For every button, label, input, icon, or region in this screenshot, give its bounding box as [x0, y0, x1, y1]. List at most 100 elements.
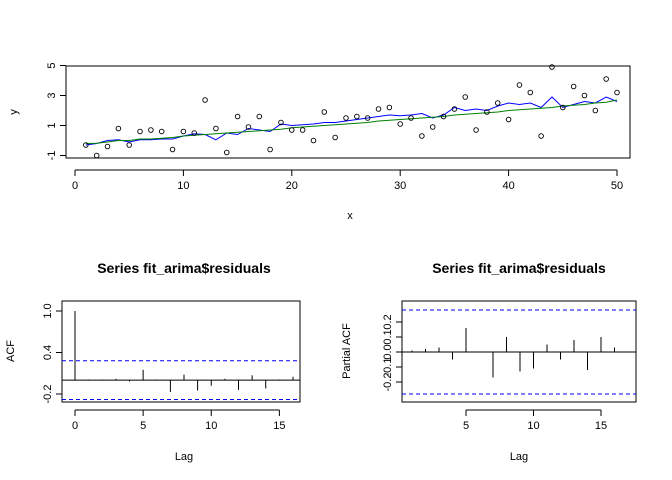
data-point — [126, 142, 132, 148]
confidence-bounds — [62, 360, 300, 401]
data-point — [148, 127, 154, 133]
data-point — [115, 125, 122, 132]
data-point — [213, 125, 219, 132]
data-point — [310, 137, 317, 144]
x-axis-tick-label: 5 — [463, 420, 469, 432]
x-axis-tick-label: 15 — [273, 420, 285, 432]
y-axis-tick-label: 0.2 — [382, 314, 394, 329]
data-point — [158, 128, 165, 135]
y-axis: -1 1 3 5 — [46, 62, 67, 161]
y-axis-tick-label: 5 — [46, 62, 58, 68]
data-point — [451, 106, 458, 112]
data-point — [104, 143, 111, 150]
y-axis-label: ACF — [5, 340, 17, 362]
y-axis: -0.2 0.4 1.0 — [42, 303, 63, 403]
data-point — [397, 121, 403, 127]
data-point — [386, 104, 393, 111]
data-point — [440, 113, 447, 120]
data-point — [289, 127, 295, 133]
data-point — [560, 104, 566, 111]
y-axis-tick-label: 0.4 — [42, 345, 54, 360]
data-point — [516, 82, 523, 88]
data-point — [408, 115, 414, 121]
plot-frame — [65, 65, 631, 159]
acf-bars — [62, 311, 300, 392]
data-point — [484, 109, 490, 115]
data-point — [581, 92, 588, 99]
plot-frame — [61, 300, 301, 403]
trend-line-green — [85, 99, 618, 144]
data-point — [245, 124, 252, 130]
x-axis: 5 10 15 — [463, 409, 607, 432]
pacf-title: Series fit_arima$residuals — [432, 260, 606, 276]
y-axis: -0.2-0.10.00.10.2 — [382, 314, 403, 392]
data-point — [549, 64, 555, 70]
x-axis: 0 10 20 30 40 50 — [72, 169, 623, 192]
data-point — [321, 109, 328, 115]
x-axis-label: x — [347, 210, 353, 222]
x-axis-tick-label: 10 — [527, 420, 539, 432]
fitted-lines — [85, 96, 618, 146]
y-axis-tick-label: 3 — [46, 92, 58, 98]
x-axis-tick-label: 0 — [72, 420, 78, 432]
data-point — [267, 146, 273, 153]
pacf-panel: Series fit_arima$residuals -0.2-0.10.00.… — [341, 260, 637, 463]
x-axis-tick-label: 0 — [72, 180, 78, 192]
y-axis-tick-label: -0.2 — [382, 373, 394, 392]
y-axis-tick-label: -0.1 — [382, 358, 394, 377]
x-axis-label: Lag — [510, 451, 528, 463]
x-axis-tick-label: 15 — [595, 420, 607, 432]
pacf-bars — [411, 328, 615, 378]
x-axis-tick-label: 50 — [611, 180, 623, 192]
x-axis-tick-label: 10 — [205, 420, 217, 432]
data-point — [191, 130, 197, 136]
fitted-line-blue — [85, 96, 618, 146]
y-axis-label: y — [8, 109, 20, 115]
x-axis-tick-label: 40 — [502, 180, 514, 192]
x-axis-tick-label: 30 — [394, 180, 406, 192]
data-point — [429, 124, 436, 130]
data-point — [202, 97, 208, 103]
data-point — [224, 149, 230, 156]
data-points — [83, 64, 620, 159]
acf-panel: Series fit_arima$residuals -0.2 0.4 1.0 0 5… — [5, 260, 301, 463]
data-point — [505, 116, 512, 123]
data-point — [462, 94, 468, 100]
y-axis-tick-label: 0.1 — [382, 329, 394, 344]
acf-title: Series fit_arima$residuals — [97, 260, 271, 276]
confidence-bounds — [402, 309, 636, 395]
data-point — [137, 128, 143, 135]
data-point — [332, 134, 338, 141]
data-point — [375, 106, 382, 112]
data-point — [354, 113, 360, 120]
y-axis-tick-label: -1 — [46, 151, 58, 161]
data-point — [495, 100, 501, 106]
data-point — [419, 133, 425, 139]
data-point — [614, 89, 620, 96]
time-series-panel: -1 1 3 5 0 10 20 30 40 50 x y — [8, 62, 631, 222]
data-point — [256, 113, 263, 120]
x-axis-tick-label: 5 — [140, 420, 146, 432]
y-axis-label: Partial ACF — [341, 323, 353, 379]
data-point — [570, 83, 577, 90]
data-point — [343, 115, 349, 121]
data-point — [180, 128, 187, 135]
x-axis-tick-label: 10 — [177, 180, 189, 192]
x-axis: 0 5 10 15 — [72, 409, 286, 432]
x-axis-tick-label: 20 — [286, 180, 298, 192]
data-point — [299, 127, 306, 133]
data-point — [538, 133, 544, 139]
data-point — [93, 152, 100, 159]
data-point — [364, 115, 371, 121]
data-point — [278, 119, 284, 126]
data-point — [169, 146, 176, 153]
data-point — [592, 107, 599, 114]
data-point — [527, 89, 534, 96]
data-point — [603, 76, 609, 82]
y-axis-tick-label: 0.0 — [382, 344, 394, 359]
data-point — [83, 142, 89, 148]
data-point — [473, 127, 479, 133]
y-axis-tick-label: 1 — [46, 122, 58, 128]
y-axis-tick-label: 1.0 — [42, 303, 54, 318]
